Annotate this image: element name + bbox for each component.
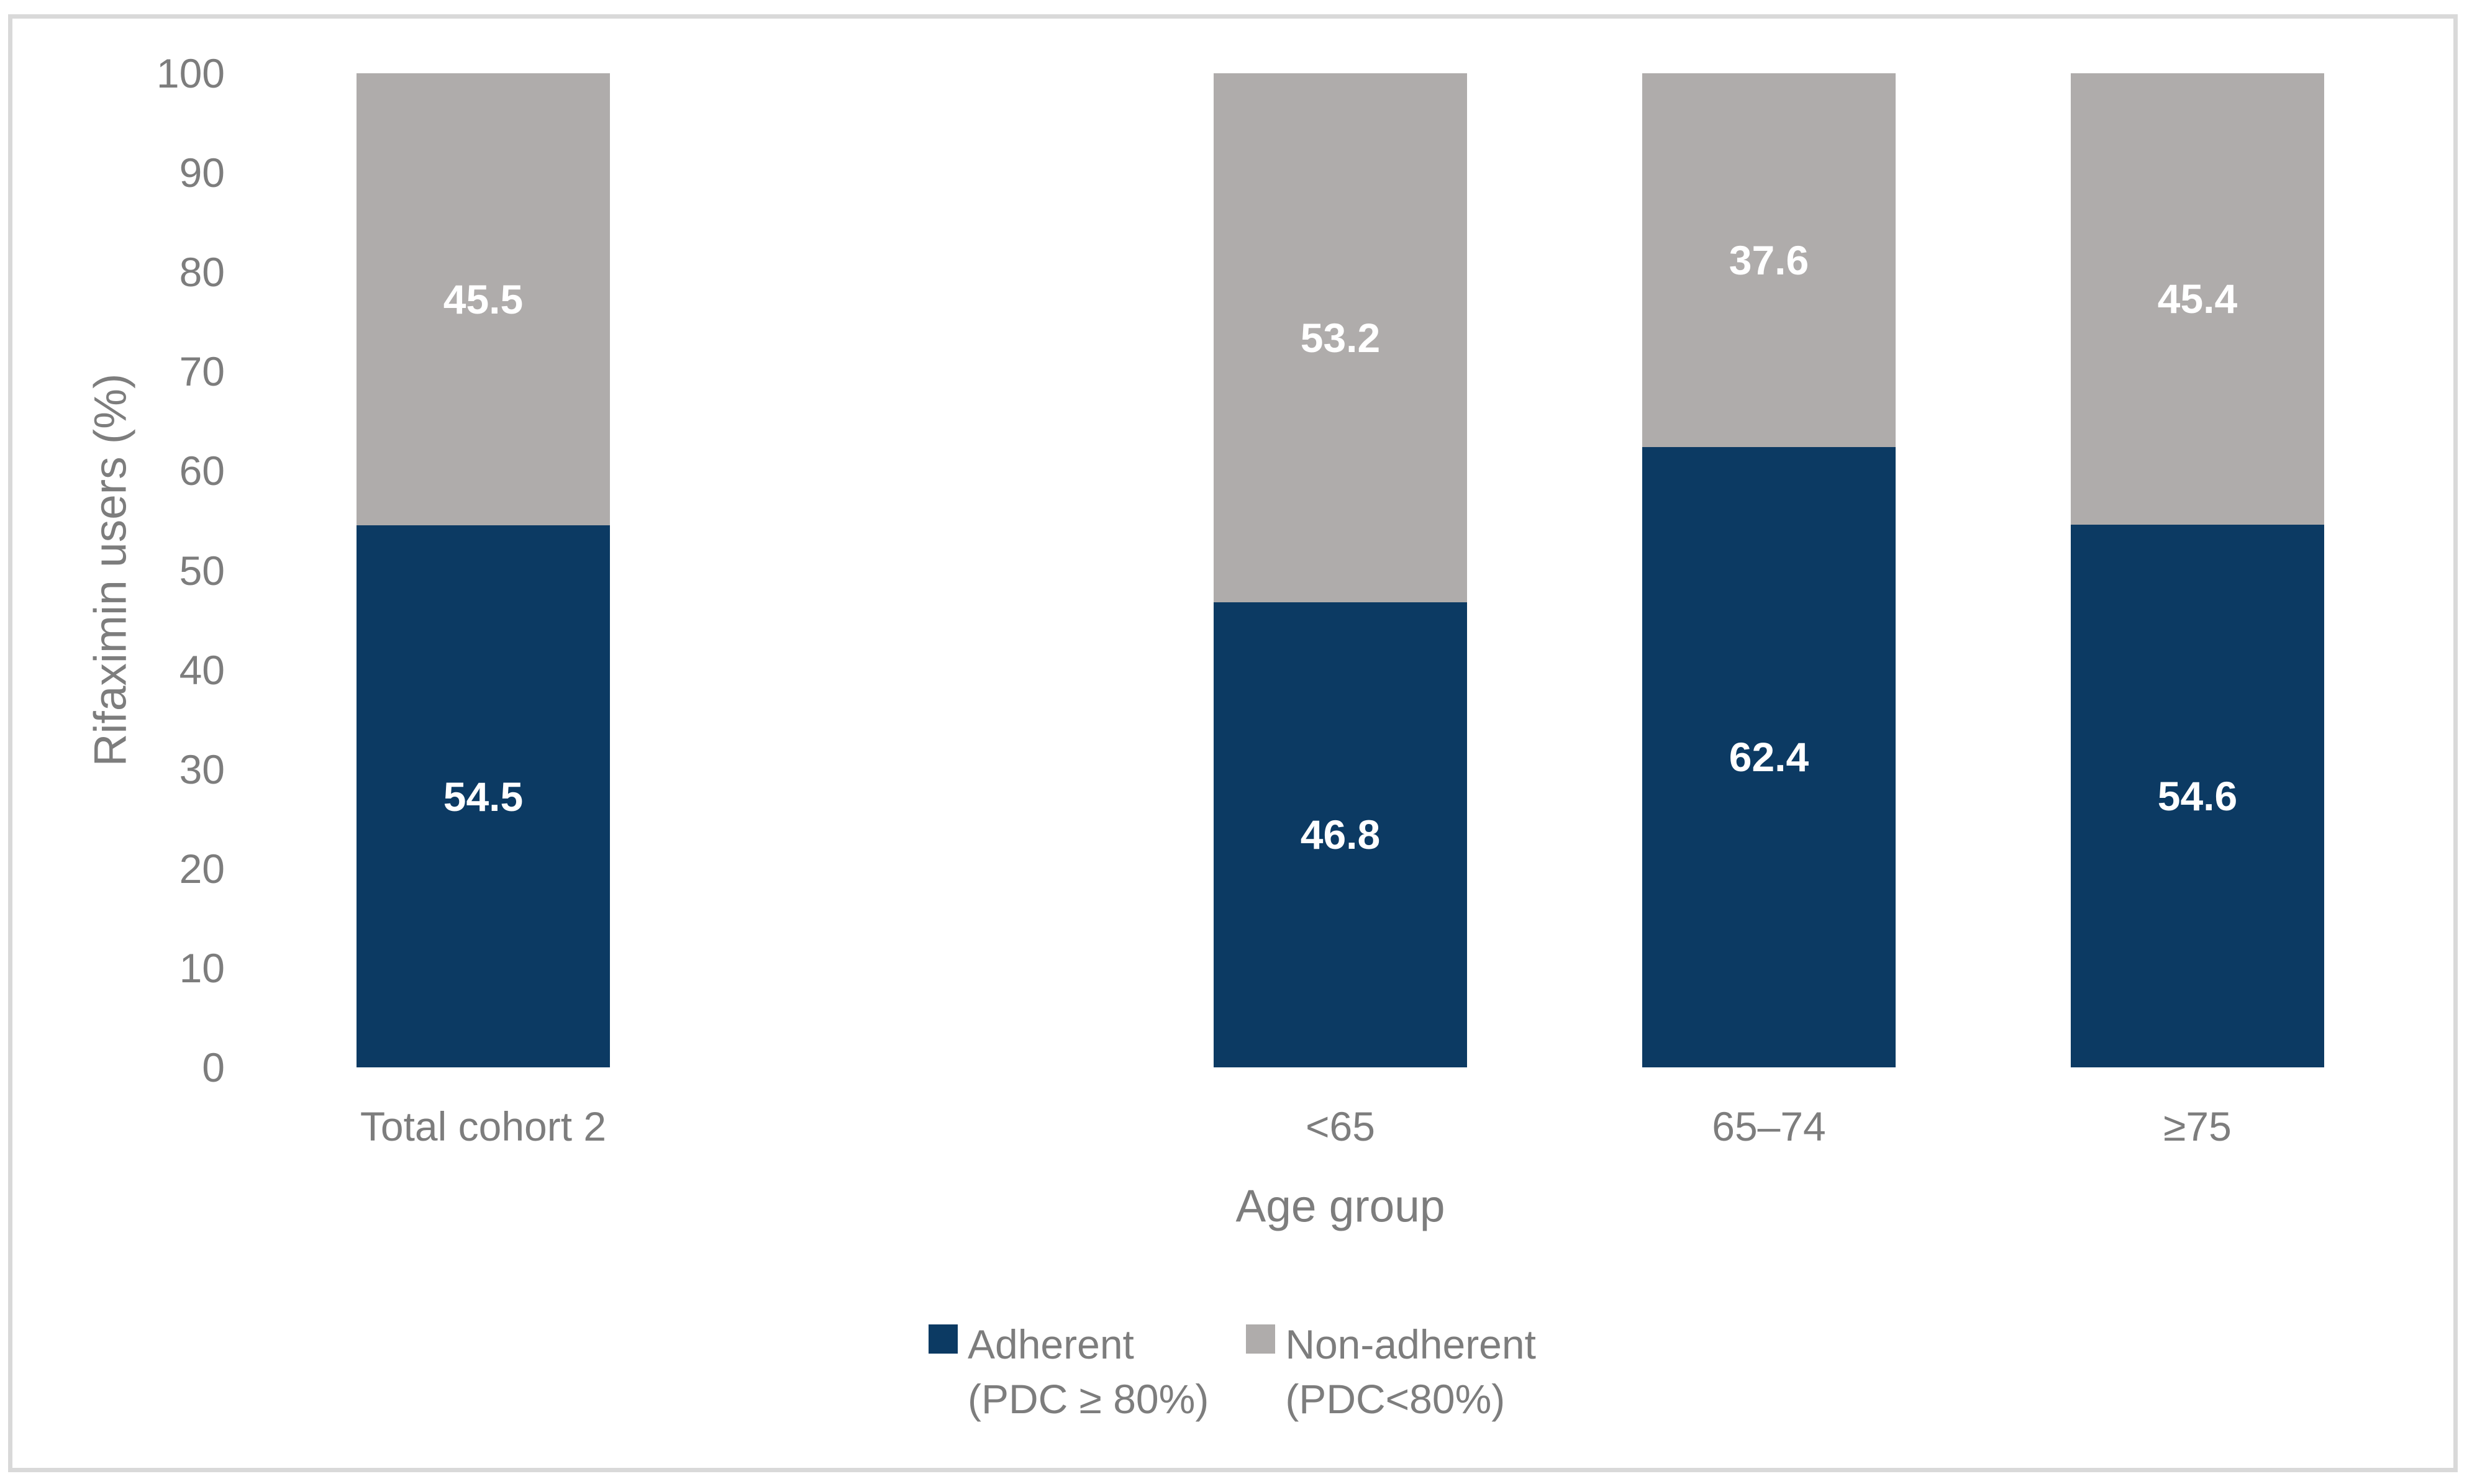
value-label-adherent-75: 54.6 — [2157, 772, 2238, 819]
value-label-non-adherent-65: 53.2 — [1300, 314, 1381, 361]
y-tick-label-80: 80 — [179, 249, 225, 296]
x-tick-label-total-cohort-2: Total cohort 2 — [360, 1103, 607, 1149]
bar-segment-non-adherent-65-74 — [1642, 73, 1896, 447]
y-tick-label-100: 100 — [156, 50, 225, 96]
chart-legend: Adherent (PDC ≥ 80%) Non-adherent (PDC<80%) — [929, 1317, 1536, 1426]
y-tick-label-60: 60 — [179, 448, 225, 494]
y-tick-label-0: 0 — [202, 1044, 225, 1090]
x-axis-title: Age group — [1235, 1181, 1445, 1232]
y-tick-label-50: 50 — [179, 547, 225, 594]
legend-swatch-adherent-icon — [929, 1324, 958, 1354]
y-tick-label-20: 20 — [179, 845, 225, 892]
value-label-adherent-total-cohort-2: 54.5 — [443, 773, 524, 820]
legend-item-adherent: Adherent (PDC ≥ 80%) — [929, 1317, 1209, 1426]
value-label-adherent-65: 46.8 — [1300, 812, 1381, 858]
y-tick-label-40: 40 — [179, 646, 225, 693]
bar-segment-adherent-65 — [1214, 602, 1467, 1067]
legend-label-non-adherent: Non-adherent (PDC<80%) — [1285, 1321, 1536, 1422]
y-tick-label-30: 30 — [179, 746, 225, 792]
value-label-adherent-65-74: 62.4 — [1729, 734, 1809, 780]
x-tick-label-65: <65 — [1306, 1103, 1375, 1149]
y-tick-label-90: 90 — [179, 150, 225, 196]
bar-segment-non-adherent-75 — [2071, 73, 2324, 525]
bar-segment-adherent-total-cohort-2 — [357, 525, 610, 1067]
bar-segment-non-adherent-total-cohort-2 — [357, 73, 610, 526]
value-label-non-adherent-total-cohort-2: 45.5 — [443, 276, 524, 323]
value-label-non-adherent-65-74: 37.6 — [1729, 237, 1809, 283]
bar-segment-non-adherent-65 — [1214, 73, 1467, 602]
x-tick-label-75: ≥75 — [2163, 1103, 2232, 1149]
bar-segment-adherent-65-74 — [1642, 446, 1896, 1067]
legend-label-adherent: Adherent (PDC ≥ 80%) — [968, 1321, 1209, 1422]
value-label-non-adherent-75: 45.4 — [2157, 276, 2238, 322]
x-tick-label-65-74: 65–74 — [1712, 1103, 1826, 1149]
legend-item-non-adherent: Non-adherent (PDC<80%) — [1246, 1317, 1536, 1426]
y-tick-label-70: 70 — [179, 348, 225, 395]
y-tick-label-10: 10 — [179, 944, 225, 991]
bar-segment-adherent-75 — [2071, 524, 2324, 1067]
legend-swatch-non-adherent-icon — [1246, 1324, 1276, 1354]
